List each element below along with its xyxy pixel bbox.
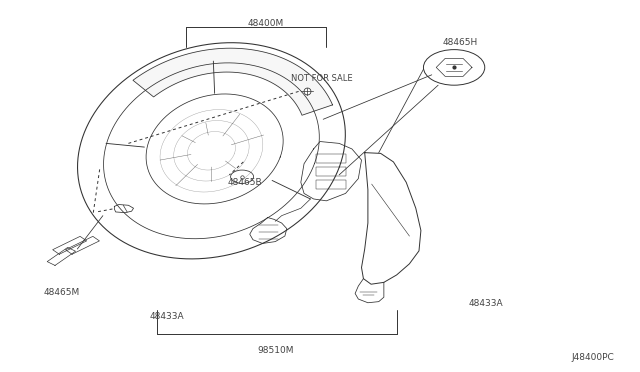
Bar xyxy=(316,167,346,176)
Text: 48465B: 48465B xyxy=(227,178,262,187)
Polygon shape xyxy=(133,48,333,115)
Text: J48400PC: J48400PC xyxy=(571,353,614,362)
Text: 48400M: 48400M xyxy=(248,19,284,29)
Text: 48465H: 48465H xyxy=(443,38,478,47)
Bar xyxy=(316,180,346,189)
Text: 48433A: 48433A xyxy=(149,312,184,321)
Text: 48465M: 48465M xyxy=(44,288,79,297)
Text: NOT FOR SALE: NOT FOR SALE xyxy=(291,74,353,83)
Bar xyxy=(316,154,346,163)
Text: 98510M: 98510M xyxy=(257,346,294,355)
Text: 48433A: 48433A xyxy=(468,299,503,308)
